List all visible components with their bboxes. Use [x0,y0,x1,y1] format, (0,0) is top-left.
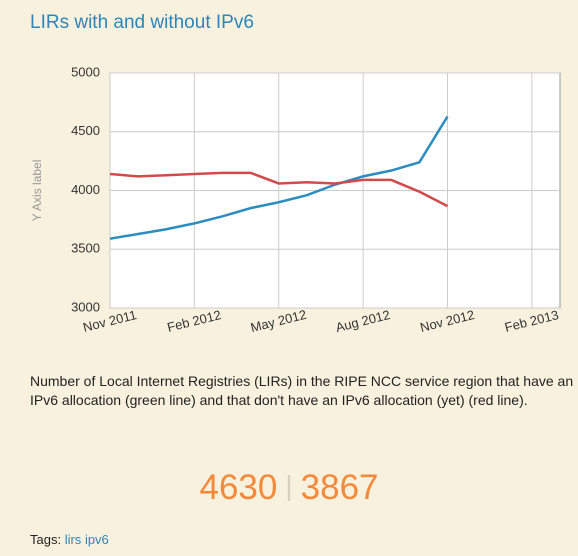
tag-link[interactable]: ipv6 [84,532,109,547]
separator: | [285,470,293,501]
x-tick-label: Feb 2013 [503,307,560,335]
x-tick-label: May 2012 [249,307,308,335]
stat-value: 4630 [199,468,278,507]
y-tick-label: 3000 [71,299,100,314]
description: Number of Local Internet Registries (LIR… [30,373,574,408]
x-tick-label: Feb 2012 [166,307,223,335]
x-tick-label: Aug 2012 [334,307,392,335]
data-line [109,115,449,240]
y-tick-label: 4500 [71,123,100,138]
x-tick-label: Nov 2012 [418,307,476,335]
y-tick-label: 5000 [71,64,100,79]
stat-value: 3867 [300,468,379,507]
tags-label: Tags: [30,532,62,547]
widget-title: LIRs with and without IPv6 [30,12,254,33]
y-tick-label: 4000 [71,182,100,197]
stats: 4630 | 3867 [0,468,578,508]
y-axis-label: Y Axis label [30,160,44,222]
data-line [109,171,449,208]
tag-link[interactable]: lirs [64,532,82,547]
tags: Tags: lirs ipv6 [30,532,109,547]
y-tick-label: 3500 [71,241,100,256]
